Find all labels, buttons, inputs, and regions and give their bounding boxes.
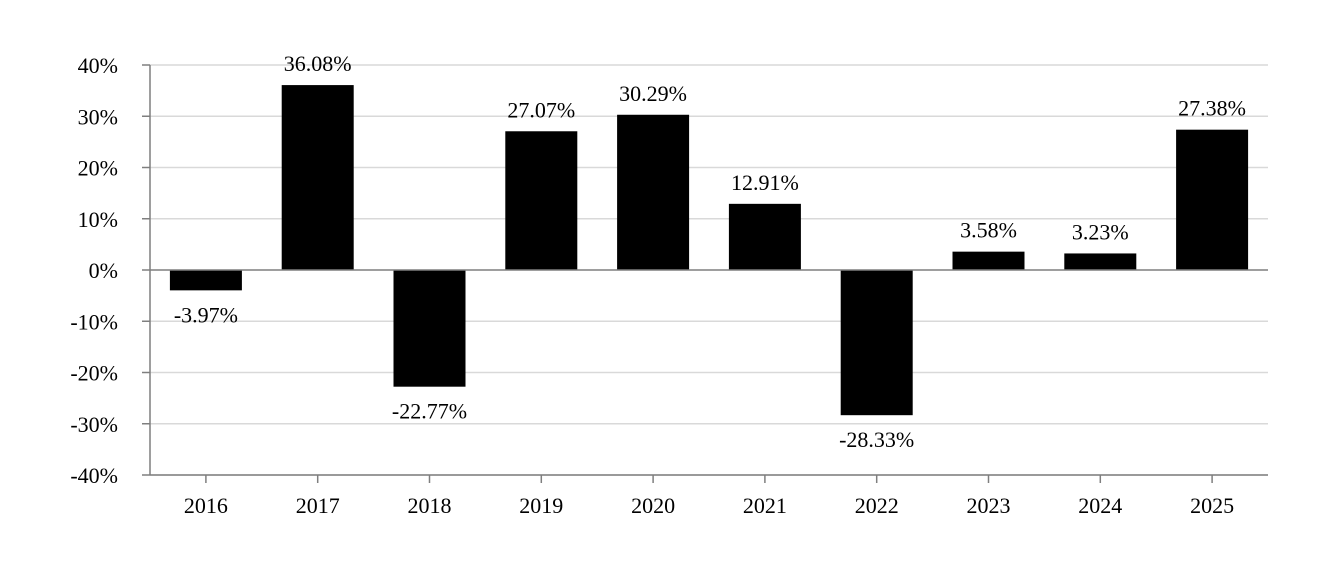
data-label-2019: 27.07% bbox=[507, 97, 575, 122]
x-tick-label: 2025 bbox=[1190, 493, 1234, 518]
x-tick-label: 2022 bbox=[855, 493, 899, 518]
x-tick-label: 2018 bbox=[408, 493, 452, 518]
bar-2025 bbox=[1176, 129, 1249, 270]
x-tick-label: 2024 bbox=[1078, 493, 1122, 518]
bar-2022 bbox=[840, 270, 913, 416]
bar-2016 bbox=[169, 270, 242, 291]
bar-2024 bbox=[1064, 253, 1137, 270]
y-tick-label: -30% bbox=[70, 412, 118, 437]
x-tick-label: 2021 bbox=[743, 493, 787, 518]
y-tick-label: 10% bbox=[78, 207, 118, 232]
data-label-2017: 36.08% bbox=[284, 51, 352, 76]
data-label-2020: 30.29% bbox=[619, 81, 687, 106]
y-tick-label: -10% bbox=[70, 309, 118, 334]
y-tick-label: 30% bbox=[78, 104, 118, 129]
bars bbox=[169, 85, 1249, 416]
data-label-2016: -3.97% bbox=[174, 302, 238, 327]
data-label-2021: 12.91% bbox=[731, 170, 799, 195]
bar-2023 bbox=[952, 251, 1025, 270]
y-tick-label: -40% bbox=[70, 463, 118, 488]
y-tick-labels: 40% 30% 20% 10% 0% -10% -20% -30% -40% bbox=[70, 53, 118, 488]
bar-2019 bbox=[505, 131, 578, 270]
data-labels: -3.97% 36.08% -22.77% 27.07% 30.29% 12.91% -28… bbox=[174, 51, 1246, 452]
x-tick-label: 2023 bbox=[967, 493, 1011, 518]
x-tick-label: 2020 bbox=[631, 493, 675, 518]
bar-2021 bbox=[728, 203, 801, 270]
y-tick-label: -20% bbox=[70, 361, 118, 386]
data-label-2022: -28.33% bbox=[839, 427, 914, 452]
y-tick-label: 0% bbox=[89, 258, 118, 283]
data-label-2024: 3.23% bbox=[1072, 219, 1129, 244]
axes bbox=[142, 64, 1268, 483]
y-tick-label: 20% bbox=[78, 156, 118, 181]
bar-2018 bbox=[393, 270, 466, 387]
x-tick-labels: 2016 2017 2018 2019 2020 2021 2022 2023 2024 2025 bbox=[184, 493, 1234, 518]
y-tick-label: 40% bbox=[78, 53, 118, 78]
bar-2017 bbox=[281, 85, 354, 270]
data-label-2023: 3.58% bbox=[960, 218, 1017, 243]
x-tick-label: 2017 bbox=[296, 493, 340, 518]
bar-2020 bbox=[617, 114, 690, 270]
x-tick-label: 2016 bbox=[184, 493, 228, 518]
data-label-2018: -22.77% bbox=[392, 399, 467, 424]
x-tick-label: 2019 bbox=[519, 493, 563, 518]
data-label-2025: 27.38% bbox=[1178, 96, 1246, 121]
